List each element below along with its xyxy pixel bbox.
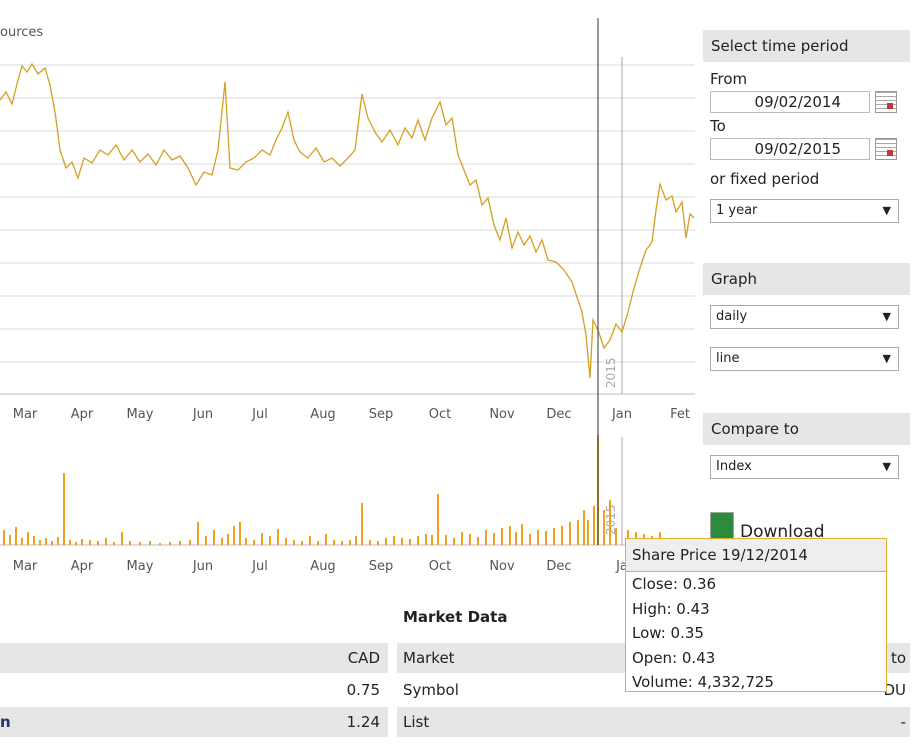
year-marker: 2015 — [604, 357, 618, 388]
month-labels: Mar Apr May Jun Jul Aug Sep Oct Nov Dec Jan Fet Mar A… — [13, 407, 690, 574]
tooltip-line: Close: 0.36 — [632, 575, 717, 593]
month-label: Nov — [489, 407, 515, 422]
month-label: Oct — [429, 559, 451, 574]
month-label: Sep — [369, 559, 394, 574]
cell: to — [890, 649, 906, 667]
cell: DU — [883, 681, 906, 699]
tooltip-line: Low: 0.35 — [632, 624, 704, 642]
table-title: Market Data — [403, 608, 508, 626]
tooltip: Share Price 19/12/2014 Close: 0.36 High: … — [625, 538, 887, 692]
month-label: Dec — [546, 407, 571, 422]
volume-bars — [3, 435, 693, 545]
calendar-button[interactable] — [875, 91, 897, 113]
month-label: May — [127, 559, 154, 574]
month-label: Sep — [369, 407, 394, 422]
price-line — [0, 62, 695, 379]
label: or fixed period — [710, 170, 820, 188]
section-header: Compare to — [703, 413, 910, 445]
cell: Symbol — [403, 681, 459, 699]
date-input[interactable]: 09/02/2015 — [710, 138, 870, 160]
compare-select[interactable]: Index — [710, 455, 899, 479]
label: From — [710, 70, 748, 88]
month-label: Fet — [670, 407, 690, 422]
month-label: Ja — [615, 559, 628, 574]
cell: 0.75 — [346, 681, 380, 699]
calendar-button[interactable] — [875, 138, 897, 160]
tooltip-title: Share Price 19/12/2014 — [626, 539, 886, 572]
table-row — [0, 643, 388, 673]
month-label: Aug — [310, 559, 335, 574]
chart-area: ources 2015 2015 Mar Apr May Jun Jul Aug Sep Oc… — [0, 18, 695, 574]
tooltip-line: Open: 0.43 — [632, 648, 716, 667]
section-header: Select time period — [703, 30, 910, 62]
month-label: Jun — [192, 407, 213, 422]
month-label: Jul — [251, 407, 268, 422]
interval-select[interactable]: daily — [710, 305, 899, 329]
month-label: Apr — [71, 559, 94, 574]
period-select[interactable]: 1 year — [710, 199, 899, 223]
tooltip-line: Volume: 4,332,725 — [632, 673, 774, 691]
month-label: Mar — [13, 407, 38, 422]
excel-icon[interactable] — [710, 512, 734, 540]
download-link[interactable]: Download — [740, 522, 825, 542]
month-label: May — [127, 407, 154, 422]
tooltip-body: Close: 0.36 High: 0.43 Low: 0.35 Open: 0.43… — [626, 572, 886, 695]
label: To — [710, 117, 726, 135]
month-label: Dec — [546, 559, 571, 574]
date-input[interactable]: 09/02/2014 — [710, 91, 870, 113]
chart-title: ources — [0, 25, 43, 40]
cell: n — [0, 713, 11, 731]
month-label: Mar — [13, 559, 38, 574]
month-label: Jul — [251, 559, 268, 574]
cell: - — [900, 713, 906, 731]
cell: 1.24 — [346, 713, 380, 731]
month-label: Nov — [489, 559, 515, 574]
cell: Market — [403, 649, 455, 667]
tooltip-line: High: 0.43 — [632, 599, 710, 618]
style-select[interactable]: line — [710, 347, 899, 371]
grid — [0, 64, 695, 546]
month-label: Aug — [310, 407, 335, 422]
month-label: Jun — [192, 559, 213, 574]
section-header: Graph — [703, 263, 910, 295]
month-label: Apr — [71, 407, 94, 422]
month-label: Jan — [611, 407, 632, 422]
table-row — [397, 707, 910, 737]
cell: CAD — [347, 649, 380, 667]
month-label: Oct — [429, 407, 451, 422]
cell: List — [403, 713, 430, 731]
table-row — [0, 707, 388, 737]
